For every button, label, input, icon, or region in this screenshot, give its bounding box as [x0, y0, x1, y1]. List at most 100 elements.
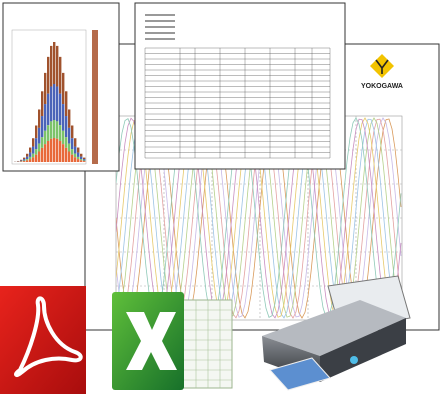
- bar: [47, 140, 50, 162]
- bar: [74, 138, 77, 147]
- bar: [50, 138, 53, 162]
- bar: [38, 143, 41, 152]
- bar: [41, 147, 44, 162]
- bar: [68, 109, 71, 128]
- bar: [20, 159, 23, 161]
- bar: [53, 84, 56, 120]
- bar: [74, 153, 77, 158]
- bar: [80, 156, 83, 160]
- bar: [53, 120, 56, 138]
- bar: [53, 138, 56, 162]
- bar: [38, 109, 41, 128]
- bar: [44, 104, 47, 131]
- bar: [32, 157, 35, 162]
- bar: [59, 125, 62, 141]
- bar: [26, 153, 29, 157]
- bar: [23, 160, 26, 162]
- bar: [65, 91, 68, 117]
- bar: [80, 160, 83, 162]
- bar: [32, 138, 35, 147]
- bar: [47, 56, 50, 94]
- bar: [35, 125, 38, 139]
- bar: [26, 160, 29, 162]
- bar: [71, 149, 74, 155]
- bar: [62, 130, 65, 145]
- bar: [35, 138, 38, 150]
- bar-document: [2, 2, 120, 172]
- bar: [83, 157, 86, 160]
- bar: [56, 45, 59, 87]
- bar: [29, 147, 32, 153]
- bar: [38, 151, 41, 162]
- bar: [23, 159, 26, 161]
- header-line: [145, 26, 175, 28]
- bar: [44, 72, 47, 105]
- bar: [71, 138, 74, 150]
- bar: [65, 116, 68, 138]
- bar-chart: [11, 29, 98, 165]
- bar: [29, 152, 32, 157]
- bar: [71, 125, 74, 139]
- bar: [50, 86, 53, 122]
- bar: [26, 159, 29, 161]
- bar: [29, 159, 32, 162]
- bar: [41, 137, 44, 148]
- bar: [35, 154, 38, 162]
- bar: [74, 157, 77, 162]
- bar: [80, 153, 83, 157]
- header-line: [145, 14, 175, 16]
- bar: [77, 147, 80, 153]
- bar: [77, 159, 80, 162]
- bar: [44, 144, 47, 162]
- bar: [29, 156, 32, 160]
- bar: [65, 147, 68, 162]
- header-line: [145, 32, 175, 34]
- yokogawa-logo: YOKOGAWA: [361, 54, 403, 90]
- bar: [74, 146, 77, 154]
- bar: [68, 143, 71, 152]
- side-bar: [92, 30, 98, 164]
- bar: [59, 140, 62, 162]
- bar: [83, 161, 86, 162]
- bar: [77, 152, 80, 157]
- printer-icon: [262, 275, 411, 391]
- bar: [38, 127, 41, 144]
- bar: [50, 45, 53, 87]
- bar: [32, 153, 35, 158]
- bar: [68, 127, 71, 144]
- bar: [80, 159, 83, 161]
- bar: [62, 144, 65, 162]
- bar: [50, 121, 53, 139]
- bar: [41, 91, 44, 117]
- bar: [59, 56, 62, 94]
- bar: [83, 159, 86, 161]
- bar: [20, 160, 23, 162]
- pdf-icon: [0, 286, 86, 394]
- header-line: [145, 38, 175, 40]
- bar: [23, 157, 26, 160]
- bar: [56, 86, 59, 122]
- trend-curve: [116, 117, 402, 319]
- table-document: [134, 2, 346, 170]
- bar: [59, 93, 62, 126]
- header-line: [145, 20, 175, 22]
- bar: [35, 149, 38, 155]
- bar: [41, 116, 44, 138]
- bar: [62, 104, 65, 131]
- bar: [53, 42, 56, 84]
- bar: [26, 156, 29, 160]
- excel-icon: [112, 292, 233, 390]
- bar: [77, 156, 80, 160]
- bar: [62, 72, 65, 105]
- data-table: [144, 14, 331, 159]
- logo-text: YOKOGAWA: [361, 83, 403, 90]
- plot-frame: [11, 29, 87, 165]
- bar: [56, 138, 59, 162]
- bar: [56, 121, 59, 139]
- bar: [68, 151, 71, 162]
- bar: [83, 160, 86, 162]
- bar: [23, 161, 26, 162]
- bar: [65, 137, 68, 148]
